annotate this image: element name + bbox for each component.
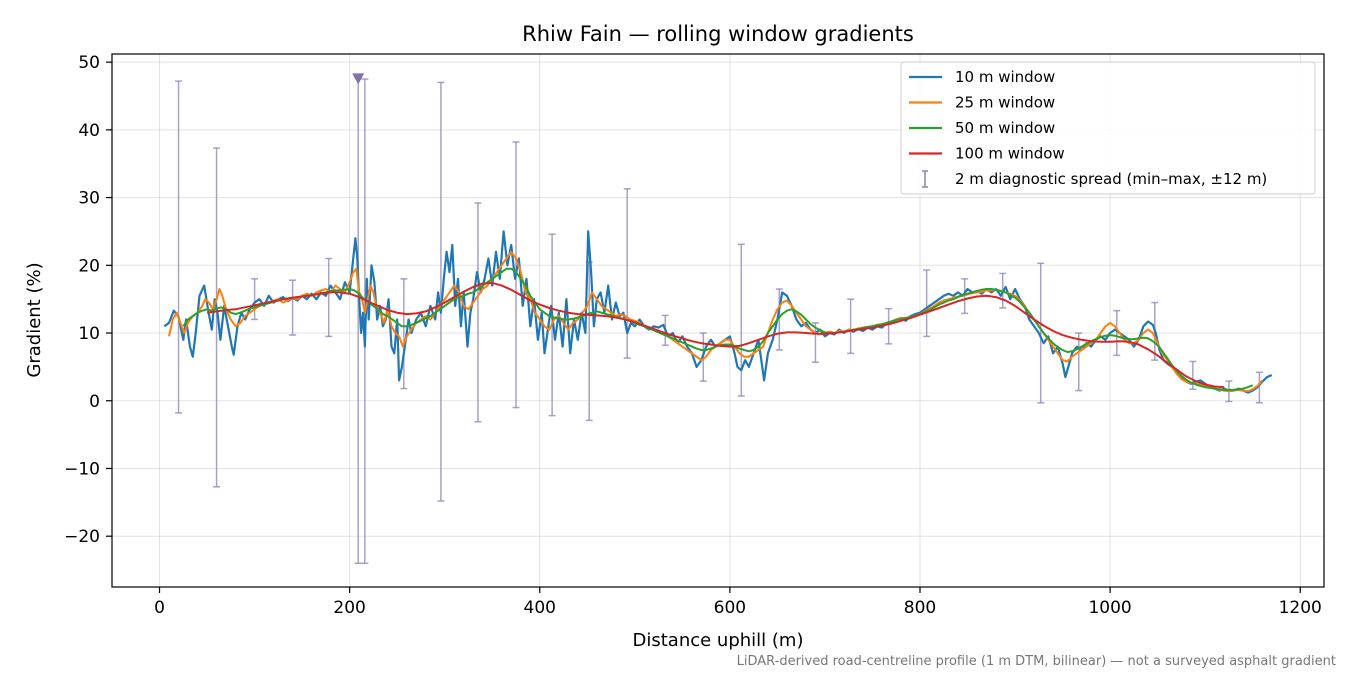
y-tick-label: 0 — [89, 392, 100, 412]
x-tick-label: 1000 — [1088, 598, 1131, 618]
legend-entries: 10 m window 25 m window 50 m window 100 m w… — [909, 68, 1267, 188]
diagnostic-errorbar — [1189, 360, 1197, 390]
diagnostic-errorbar — [289, 279, 297, 336]
diagnostic-clip-marker — [352, 73, 365, 85]
legend-errorbar-swatch — [922, 170, 928, 188]
diagnostic-errorbar — [325, 257, 333, 338]
legend-box — [900, 61, 1316, 195]
series-lines — [163, 230, 1273, 394]
legend-label: 100 m window — [955, 145, 1065, 163]
diagnostic-errorbar — [1255, 371, 1263, 404]
diagnostic-errorbar — [885, 307, 893, 345]
diagnostic-errorbar — [811, 322, 819, 363]
y-axis-ticks: −20 −10 0 10 20 30 40 50 — [64, 53, 112, 547]
x-axis-ticks: 0 200 400 600 800 1000 1200 — [154, 587, 1322, 618]
x-tick-label: 600 — [714, 598, 746, 618]
y-tick-label: 50 — [78, 53, 100, 73]
plot-frame — [111, 53, 1325, 588]
legend: 10 m window 25 m window 50 m window 100 m w… — [900, 61, 1316, 195]
legend-label: 50 m window — [955, 119, 1055, 137]
legend-label: 25 m window — [955, 94, 1055, 112]
diagnostic-errorbar — [847, 298, 855, 355]
diagnostic-errorbar — [437, 81, 445, 502]
diagnostic-errorbar — [775, 288, 783, 351]
diagnostic-errorbar — [175, 80, 183, 414]
y-axis-label: Gradient (%) — [24, 262, 45, 377]
y-tick-label: −10 — [64, 459, 100, 479]
diagnostic-errorbar — [251, 278, 259, 321]
series-line-3 — [206, 281, 1225, 389]
y-tick-label: 30 — [78, 189, 100, 209]
legend-label: 2 m diagnostic spread (min–max, ±12 m) — [955, 170, 1267, 188]
x-tick-label: 0 — [154, 598, 165, 618]
x-tick-label: 800 — [904, 598, 936, 618]
y-tick-label: 20 — [78, 256, 100, 276]
diagnostic-errorbar — [213, 147, 221, 488]
x-tick-label: 1200 — [1279, 598, 1322, 618]
chart-title: Rhiw Fain — rolling window gradients — [522, 22, 914, 46]
diagnostic-errorbar — [400, 278, 408, 390]
x-tick-label: 200 — [333, 598, 365, 618]
y-tick-label: −20 — [64, 527, 100, 547]
y-tick-label: 40 — [78, 121, 100, 141]
diagnostic-errorbar — [1113, 309, 1121, 357]
series-line-1 — [168, 250, 1263, 393]
x-tick-label: 400 — [524, 598, 556, 618]
legend-label: 10 m window — [955, 68, 1055, 86]
y-tick-label: 10 — [78, 324, 100, 344]
diagnostic-errorbar — [1037, 262, 1045, 404]
footnote: LiDAR-derived road-centreline profile (1… — [737, 654, 1336, 669]
diagnostic-errorbar — [1075, 332, 1083, 392]
x-axis-label: Distance uphill (m) — [633, 630, 804, 651]
diagnostic-errorbar — [474, 202, 482, 423]
grid-lines — [112, 54, 1324, 587]
diagnostic-errorbar — [923, 269, 931, 338]
